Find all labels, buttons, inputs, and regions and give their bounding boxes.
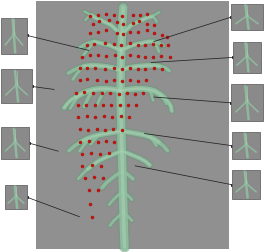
FancyBboxPatch shape	[1, 69, 32, 103]
FancyBboxPatch shape	[233, 42, 261, 73]
FancyBboxPatch shape	[1, 18, 26, 54]
FancyBboxPatch shape	[231, 84, 263, 121]
FancyBboxPatch shape	[231, 4, 263, 30]
FancyBboxPatch shape	[232, 132, 260, 159]
FancyBboxPatch shape	[36, 1, 229, 249]
FancyBboxPatch shape	[1, 127, 29, 159]
FancyBboxPatch shape	[5, 185, 27, 209]
FancyBboxPatch shape	[232, 170, 260, 199]
